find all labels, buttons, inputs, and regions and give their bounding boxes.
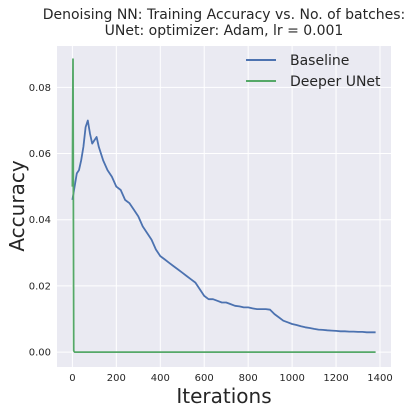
- x-tick-label: 800: [239, 373, 258, 384]
- series-line-baseline: [71, 119, 376, 334]
- y-axis-label: Accuracy: [5, 160, 29, 251]
- x-tick-label: 1000: [279, 373, 304, 384]
- y-tick-label: 0.04: [29, 215, 51, 226]
- chart-title: Denoising NN: Training Accuracy vs. No. …: [43, 7, 406, 23]
- chart-subtitle: UNet: optimizer: Adam, lr = 0.001: [105, 23, 344, 39]
- legend: Baseline Deeper UNet: [246, 53, 381, 90]
- y-tick-label: 0.08: [29, 83, 51, 94]
- series-layer: [71, 58, 376, 354]
- x-tick-label: 600: [195, 373, 214, 384]
- plot-area: [57, 46, 391, 367]
- x-tick-label: 0: [69, 373, 75, 384]
- legend-label-deeper-unet: Deeper UNet: [290, 74, 381, 90]
- y-tick-label: 0.02: [29, 281, 51, 292]
- series-line-deeper-unet: [71, 58, 376, 354]
- x-tick-label: 1400: [367, 373, 392, 384]
- x-tick-label: 400: [151, 373, 170, 384]
- y-tick-label: 0.00: [29, 348, 51, 359]
- x-tick-label: 200: [107, 373, 126, 384]
- y-tick-label: 0.06: [29, 149, 51, 160]
- x-tick-label: 1200: [323, 373, 348, 384]
- x-tick-labels: 0 200 400 600 800 1000 1200 1400: [69, 373, 393, 384]
- grid: [57, 46, 391, 367]
- y-tick-labels: 0.00 0.02 0.04 0.06 0.08: [29, 83, 51, 359]
- x-axis-label: Iterations: [176, 384, 271, 408]
- legend-label-baseline: Baseline: [290, 53, 349, 69]
